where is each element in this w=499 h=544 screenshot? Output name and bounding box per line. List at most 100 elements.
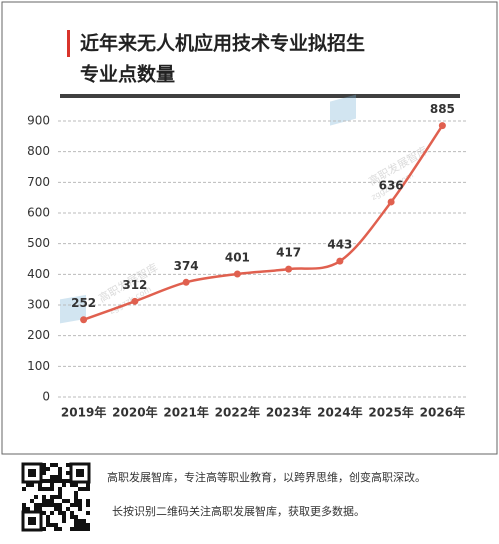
- y-tick-label: 200: [27, 328, 50, 342]
- qr-cell: [58, 507, 62, 511]
- qr-cell: [74, 491, 78, 495]
- qr-cell: [42, 463, 46, 467]
- qr-cell: [30, 499, 34, 503]
- qr-cell: [42, 467, 46, 471]
- x-tick-label: 2020年: [112, 405, 157, 420]
- qr-cell: [42, 479, 46, 483]
- qr-cell: [78, 507, 82, 511]
- qr-cell: [66, 463, 70, 467]
- qr-cell: [70, 483, 74, 487]
- qr-cell: [78, 503, 82, 507]
- qr-cell: [86, 503, 90, 507]
- qr-cell: [50, 511, 54, 515]
- x-tick-label: 2025年: [368, 405, 413, 420]
- chart-title: 专业点数量: [80, 63, 175, 86]
- qr-cell: [66, 471, 70, 475]
- qr-cell: [66, 499, 70, 503]
- chart-frame: [1, 1, 498, 455]
- qr-cell: [54, 475, 58, 479]
- qr-cell: [86, 483, 90, 487]
- qr-cell: [38, 503, 42, 507]
- x-tick-label: 2022年: [215, 405, 260, 420]
- qr-cell: [86, 523, 90, 527]
- data-label: 401: [225, 251, 250, 265]
- qr-cell: [42, 487, 46, 491]
- qr-cell: [46, 503, 50, 507]
- qr-cell: [78, 519, 82, 523]
- qr-cell: [70, 503, 74, 507]
- qr-cell: [62, 515, 66, 519]
- qr-cell: [62, 511, 66, 515]
- qr-cell: [58, 527, 62, 531]
- qr-cell: [46, 519, 50, 523]
- qr-cell: [70, 511, 74, 515]
- x-tick-label: 2023年: [266, 405, 311, 420]
- qr-cell: [50, 503, 54, 507]
- qr-cell: [78, 523, 82, 527]
- qr-cell: [50, 495, 54, 499]
- qr-cell: [86, 511, 90, 515]
- qr-cell: [42, 503, 46, 507]
- qr-cell: [46, 499, 50, 503]
- data-label: 443: [327, 238, 352, 252]
- qr-cell: [70, 515, 74, 519]
- qr-finder: [28, 517, 36, 525]
- point: [285, 265, 293, 273]
- qr-cell: [50, 463, 54, 467]
- qr-cell: [26, 507, 30, 511]
- qr-cell: [54, 527, 58, 531]
- qr-cell: [58, 467, 62, 471]
- qr-cell: [50, 487, 54, 491]
- y-tick-label: 100: [27, 359, 50, 373]
- qr-cell: [42, 495, 46, 499]
- qr-cell: [74, 515, 78, 519]
- qr-finder: [21, 462, 43, 484]
- x-tick-label: 2019年: [61, 405, 106, 420]
- qr-cell: [50, 499, 54, 503]
- qr-cell: [54, 463, 58, 467]
- qr-cell: [82, 527, 86, 531]
- qr-cell: [46, 487, 50, 491]
- qr-cell: [58, 487, 62, 491]
- title-accent: [67, 30, 70, 57]
- data-label: 252: [71, 296, 96, 310]
- qr-cell: [58, 503, 62, 507]
- qr-cell: [54, 523, 58, 527]
- y-tick-label: 600: [27, 206, 50, 220]
- qr-cell: [54, 495, 58, 499]
- qr-cell: [50, 475, 54, 479]
- qr-cell: [74, 523, 78, 527]
- qr-cell: [22, 487, 26, 491]
- x-tick-label: 2021年: [163, 405, 208, 420]
- qr-cell: [86, 527, 90, 531]
- qr-cell: [66, 507, 70, 511]
- y-tick-label: 900: [27, 114, 50, 128]
- qr-cell: [58, 471, 62, 475]
- y-tick-label: 400: [27, 267, 50, 281]
- watermark-logo: [60, 294, 86, 324]
- qr-cell: [62, 499, 66, 503]
- qr-cell: [42, 499, 46, 503]
- qr-cell: [74, 499, 78, 503]
- qr-cell: [26, 483, 30, 487]
- qr-finder: [28, 469, 36, 477]
- y-tick-label: 800: [27, 144, 50, 158]
- footer-text: 长按识别二维码关注高职发展智库，获取更多数据。: [112, 504, 365, 518]
- point: [182, 278, 190, 286]
- qr-finder: [21, 510, 43, 532]
- qr-cell: [46, 523, 50, 527]
- point: [336, 257, 344, 265]
- point: [387, 198, 395, 206]
- data-label: 885: [430, 102, 455, 116]
- point: [80, 316, 88, 324]
- qr-cell: [82, 523, 86, 527]
- qr-cell: [30, 483, 34, 487]
- y-tick-label: 500: [27, 236, 50, 250]
- qr-cell: [62, 479, 66, 483]
- qr-cell: [38, 487, 42, 491]
- qr-cell: [46, 479, 50, 483]
- qr-cell: [54, 503, 58, 507]
- y-tick-label: 0: [42, 390, 50, 404]
- qr-cell: [42, 527, 46, 531]
- data-label: 374: [174, 259, 199, 273]
